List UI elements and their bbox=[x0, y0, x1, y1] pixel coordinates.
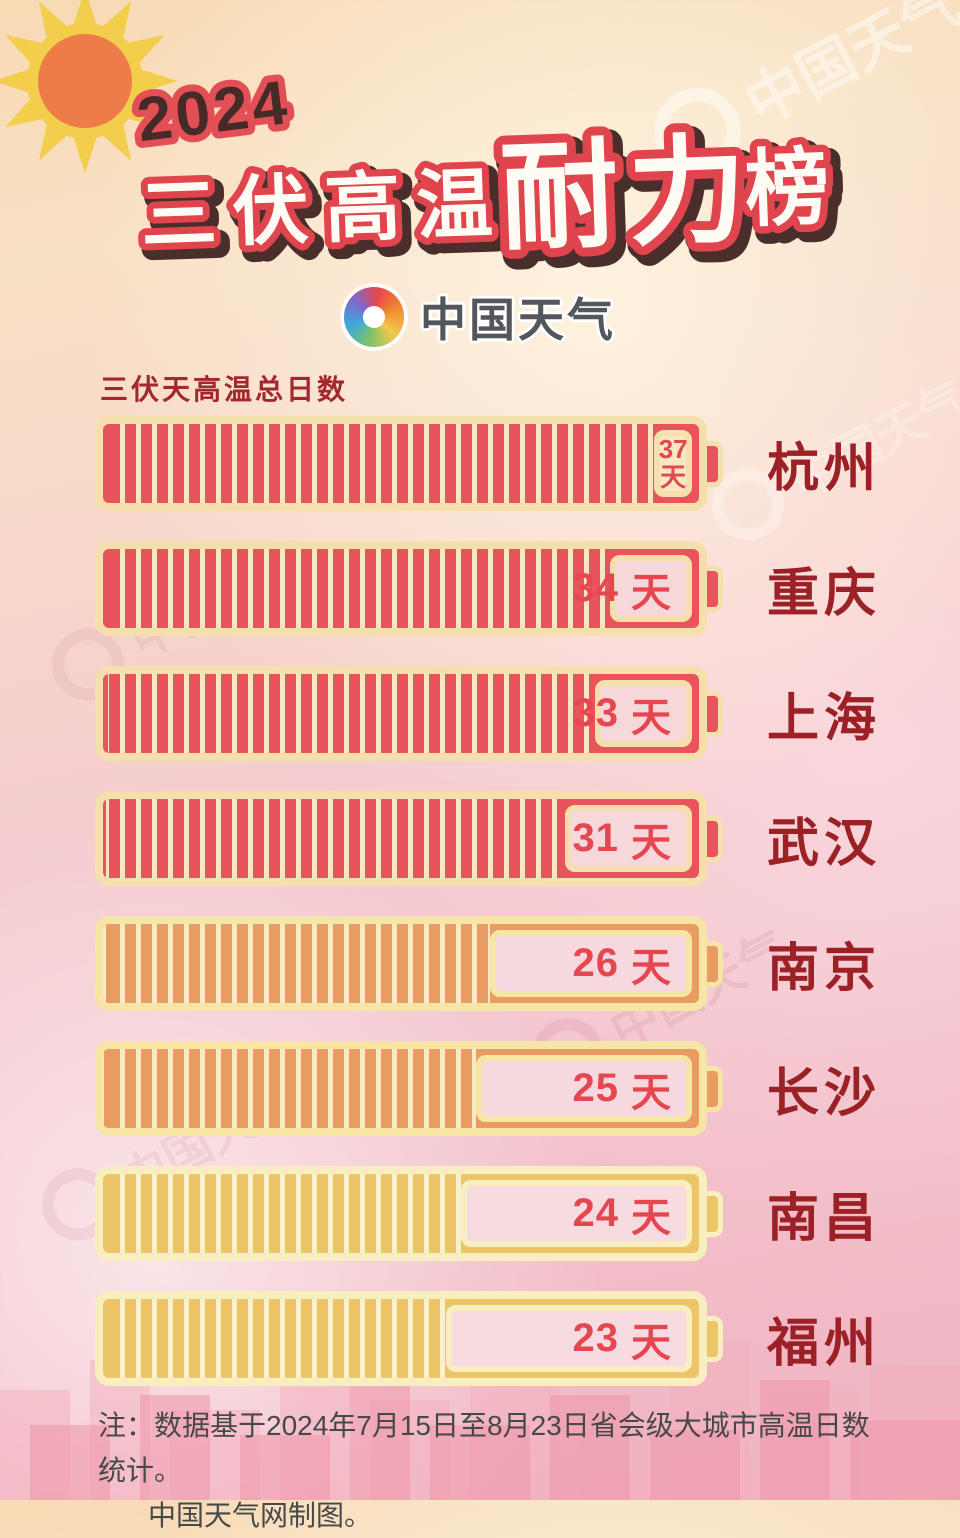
title-part3: 榜 bbox=[744, 140, 831, 237]
battery-body: 24 天 bbox=[95, 1166, 707, 1261]
battery-body: 31 天 bbox=[95, 791, 707, 886]
battery-body: 25 天 bbox=[95, 1041, 707, 1136]
battery-body: 34 天 bbox=[95, 541, 707, 636]
city-label: 福州 bbox=[767, 1315, 882, 1373]
days-value: 26 bbox=[572, 941, 619, 985]
battery-fill-stripes bbox=[103, 1049, 476, 1128]
days-unit: 天 bbox=[631, 1070, 672, 1115]
battery-body: 37 天 bbox=[95, 416, 707, 511]
city-label: 杭州 bbox=[767, 440, 882, 498]
battery-fill-stripes bbox=[103, 549, 610, 628]
city-label: 南昌 bbox=[767, 1190, 882, 1248]
days-value: 24 bbox=[572, 1191, 619, 1235]
battery-body: 23 天 bbox=[95, 1291, 707, 1386]
days-unit: 天 bbox=[631, 1320, 672, 1365]
days-value: 25 bbox=[572, 1066, 619, 1110]
city-label: 重庆 bbox=[767, 565, 882, 623]
title-part3-shadow: 榜 bbox=[750, 147, 837, 244]
battery-fill-stripes bbox=[103, 424, 655, 503]
battery-gauge: 24 天 bbox=[95, 1166, 723, 1261]
title-year: 2024 bbox=[133, 68, 294, 155]
days-value-box: 33 天 bbox=[573, 680, 692, 747]
days-value: 34 bbox=[572, 566, 619, 610]
battery-gauge: 34 天 bbox=[95, 541, 723, 636]
days-unit: 天 bbox=[631, 820, 672, 865]
footer-note-line1: 注：数据基于2024年7月15日至8月23日省会级大城市高温日数统计。 bbox=[98, 1410, 870, 1486]
sun-icon bbox=[0, 0, 177, 173]
battery-row: 37 天 杭州 bbox=[95, 416, 925, 511]
city-label: 上海 bbox=[767, 690, 882, 748]
days-value: 23 bbox=[572, 1316, 619, 1360]
city-label: 长沙 bbox=[767, 1065, 882, 1123]
battery-nub bbox=[705, 690, 723, 737]
battery-chart: 37 天 杭州 34 天 重庆 33 bbox=[95, 416, 925, 1416]
days-unit: 天 bbox=[631, 945, 672, 990]
brand-logo-text: 中国天气 bbox=[420, 294, 616, 346]
days-value-box: 25 天 bbox=[475, 1055, 692, 1122]
battery-gauge: 25 天 bbox=[95, 1041, 723, 1136]
battery-fill-stripes bbox=[103, 674, 595, 753]
battery-row: 23 天 福州 bbox=[95, 1291, 925, 1386]
value-axis-label: 三伏天高温总日数 bbox=[100, 374, 349, 405]
battery-fill-stripes bbox=[103, 924, 491, 1003]
battery-row: 26 天 南京 bbox=[95, 916, 925, 1011]
battery-nub bbox=[705, 1315, 723, 1362]
title-part1: 三伏高温 bbox=[139, 161, 510, 259]
battery-gauge: 26 天 bbox=[95, 916, 723, 1011]
battery-row: 33 天 上海 bbox=[95, 666, 925, 761]
city-label: 武汉 bbox=[767, 815, 882, 873]
days-value: 33 bbox=[572, 691, 619, 735]
city-label: 南京 bbox=[767, 940, 882, 998]
battery-row: 34 天 重庆 bbox=[95, 541, 925, 636]
battery-row: 25 天 长沙 bbox=[95, 1041, 925, 1136]
footer-note: 注：数据基于2024年7月15日至8月23日省会级大城市高温日数统计。 中国天气… bbox=[98, 1404, 888, 1538]
battery-nub bbox=[705, 1065, 723, 1112]
title-part2-shadow: 耐力 bbox=[504, 131, 764, 272]
days-value-box: 26 天 bbox=[490, 930, 692, 997]
battery-body: 33 天 bbox=[95, 666, 707, 761]
pinwheel-logo-icon bbox=[344, 287, 404, 347]
battery-nub bbox=[705, 565, 723, 612]
footer-note-line2: 中国天气网制图。 bbox=[148, 1499, 373, 1531]
battery-nub bbox=[705, 440, 723, 487]
days-unit: 天 bbox=[631, 1195, 672, 1240]
brand-logo: 中国天气 bbox=[0, 284, 960, 350]
days-value: 37 bbox=[658, 434, 688, 465]
days-value-box: 24 天 bbox=[460, 1180, 692, 1247]
days-value-box: 34 天 bbox=[573, 555, 692, 622]
battery-gauge: 31 天 bbox=[95, 791, 723, 886]
battery-nub bbox=[705, 815, 723, 862]
days-value: 31 bbox=[572, 816, 619, 860]
title-part2: 耐力 bbox=[498, 124, 758, 265]
days-value-box: 31 天 bbox=[564, 805, 692, 872]
battery-gauge: 33 天 bbox=[95, 666, 723, 761]
battery-fill-stripes bbox=[103, 799, 565, 878]
battery-body: 26 天 bbox=[95, 916, 707, 1011]
battery-row: 31 天 武汉 bbox=[95, 791, 925, 886]
battery-row: 24 天 南昌 bbox=[95, 1166, 925, 1261]
page-title: 2024 三伏高温 耐力 榜 三伏高温 耐力 榜 bbox=[126, 61, 848, 285]
battery-gauge: 37 天 bbox=[95, 416, 723, 511]
days-value-box: 23 天 bbox=[445, 1305, 692, 1372]
battery-fill-stripes bbox=[103, 1174, 461, 1253]
days-value-box: 37 天 bbox=[654, 430, 692, 497]
battery-fill-stripes bbox=[103, 1299, 446, 1378]
days-unit: 天 bbox=[631, 570, 672, 615]
battery-nub bbox=[705, 1190, 723, 1237]
days-unit: 天 bbox=[631, 695, 672, 740]
battery-nub bbox=[705, 940, 723, 987]
battery-gauge: 23 天 bbox=[95, 1291, 723, 1386]
days-unit: 天 bbox=[660, 461, 687, 492]
